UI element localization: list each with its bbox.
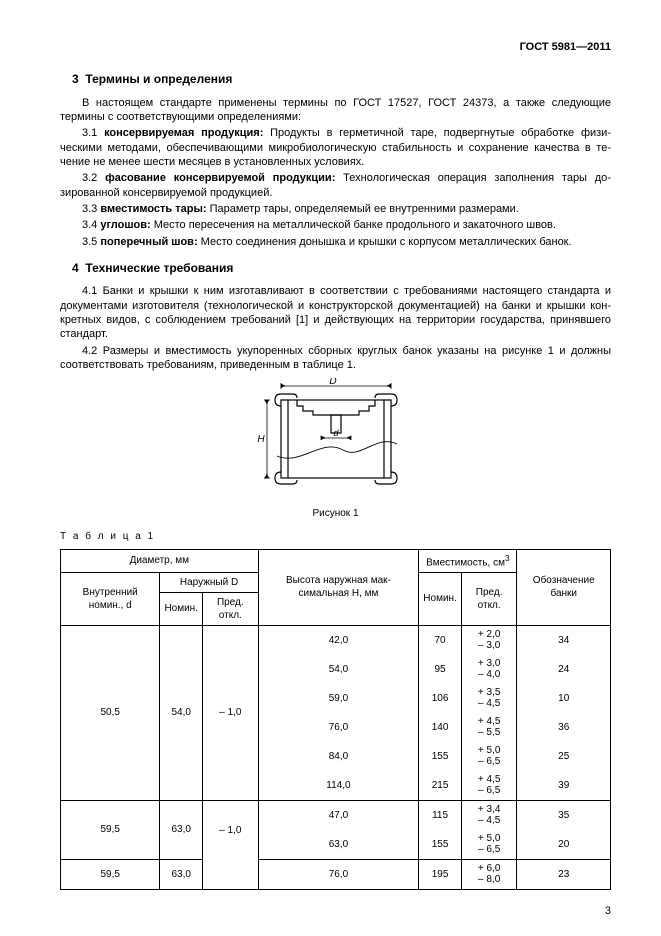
figure-1: D d H: [60, 378, 611, 502]
cell-capacity: 195: [419, 859, 462, 889]
cell-capacity: 70: [419, 625, 462, 655]
page: ГОСТ 5981—2011 3 Термины и определения В…: [0, 0, 661, 936]
term-definition: Место пересечения на металлической банке…: [154, 219, 556, 231]
term-number: 3.2: [82, 172, 105, 184]
cell-outer-d: 54,0: [160, 625, 203, 800]
figure-1-svg: D d H: [251, 378, 421, 498]
cell-outer-d: 63,0: [160, 800, 203, 859]
th-cap-pred: Пред. откл.: [461, 572, 517, 625]
cell-code: 36: [517, 713, 611, 742]
cell-code: 25: [517, 742, 611, 771]
table-row: 59,563,0 76,0195+ 6,0 – 8,023: [61, 859, 611, 889]
cell-outer-tol: [202, 859, 258, 889]
table-1-body: 50,554,0– 1,042,070+ 2,0 – 3,03454,095+ …: [61, 625, 611, 889]
term-number: 3.1: [82, 127, 104, 139]
term-number: 3.4: [82, 219, 100, 231]
cell-inner-d: 59,5: [61, 859, 160, 889]
th-outer-nomin: Номин.: [160, 592, 203, 625]
term-name: поперечный шов:: [100, 236, 200, 248]
document-id: ГОСТ 5981—2011: [60, 40, 611, 54]
cell-cap-tol: + 2,0 – 3,0: [461, 625, 517, 655]
cell-capacity: 95: [419, 655, 462, 684]
cell-code: 24: [517, 655, 611, 684]
term-name: вместимость тары:: [100, 203, 209, 215]
cell-height: 54,0: [258, 655, 419, 684]
cell-outer-d: 63,0: [160, 859, 203, 889]
cell-inner-d: 50,5: [61, 625, 160, 800]
cell-code: 23: [517, 859, 611, 889]
section-4-heading: 4 Технические требования: [72, 261, 611, 277]
cell-height: 76,0: [258, 859, 419, 889]
term-name: консервируемая продукция:: [104, 127, 270, 139]
cell-cap-tol: + 4,5 – 6,5: [461, 771, 517, 801]
term-item: 3.4 углошов: Место пересечения на металл…: [60, 218, 611, 232]
table-row: 59,563,0– 1,047,0115+ 3,4 – 4,535: [61, 800, 611, 830]
page-number: 3: [605, 904, 611, 918]
section-title: Термины и определения: [85, 72, 232, 86]
table-1-head: Диаметр, мм Высота наружная мак­симальна…: [61, 549, 611, 625]
terms-list: 3.1 консервируемая продукция: Продукты в…: [60, 126, 611, 248]
cell-height: 63,0: [258, 830, 419, 860]
figure-label-D: D: [329, 378, 336, 387]
cell-cap-tol: + 4,5 – 5,5: [461, 713, 517, 742]
cell-cap-tol: + 3,4 – 4,5: [461, 800, 517, 830]
cell-height: 76,0: [258, 713, 419, 742]
th-capacity: Вместимость, см3: [419, 549, 517, 572]
cell-code: 39: [517, 771, 611, 801]
th-outer-d: Наружный D: [160, 572, 258, 592]
th-cap-nomin: Номин.: [419, 572, 462, 625]
cell-capacity: 140: [419, 713, 462, 742]
table-row: 50,554,0– 1,042,070+ 2,0 – 3,034: [61, 625, 611, 655]
cell-code: 10: [517, 684, 611, 713]
th-outer-pred: Пред. откл.: [202, 592, 258, 625]
cell-capacity: 155: [419, 830, 462, 860]
cell-inner-d: 59,5: [61, 800, 160, 859]
cell-height: 42,0: [258, 625, 419, 655]
section-title: Технические требования: [85, 261, 233, 275]
cell-height: 114,0: [258, 771, 419, 801]
section-3-intro: В настоящем стандарте применены термины …: [60, 96, 611, 125]
cell-capacity: 115: [419, 800, 462, 830]
th-designation: Обозначение банки: [517, 549, 611, 625]
cell-height: 84,0: [258, 742, 419, 771]
para-4-2: 4.2 Размеры и вместимость укупоренных сб…: [60, 344, 611, 373]
th-height: Высота наружная мак­симальная H, мм: [258, 549, 419, 625]
cell-code: 35: [517, 800, 611, 830]
cell-cap-tol: + 3,0 – 4,0: [461, 655, 517, 684]
cell-height: 47,0: [258, 800, 419, 830]
cell-outer-tol: – 1,0: [202, 625, 258, 800]
cell-cap-tol: + 5,0 – 6,5: [461, 742, 517, 771]
figure-label-H: H: [257, 434, 265, 445]
figure-1-caption: Рисунок 1: [60, 507, 611, 520]
cell-code: 20: [517, 830, 611, 860]
para-4-1: 4.1 Банки и крышки к ним изготавливают в…: [60, 284, 611, 341]
table-1-label: Т а б л и ц а 1: [60, 530, 611, 543]
cell-outer-tol: – 1,0: [202, 800, 258, 859]
table-1: Диаметр, мм Высота наружная мак­симальна…: [60, 549, 611, 890]
term-name: углошов:: [100, 219, 153, 231]
term-number: 3.5: [82, 236, 100, 248]
term-number: 3.3: [82, 203, 100, 215]
term-item: 3.5 поперечный шов: Место соединения дон…: [60, 235, 611, 249]
th-inner-d: Внутренний номин., d: [61, 572, 160, 625]
section-number: 4: [72, 261, 79, 275]
cell-code: 34: [517, 625, 611, 655]
cell-capacity: 106: [419, 684, 462, 713]
term-item: 3.2 фасование консервируемой продукции: …: [60, 171, 611, 200]
cell-capacity: 215: [419, 771, 462, 801]
th-diameter: Диаметр, мм: [61, 549, 259, 572]
term-definition: Параметр тары, определяемый ее внутренни…: [210, 203, 519, 215]
term-definition: Место соединения донышка и крышки с корп…: [201, 236, 572, 248]
section-3-heading: 3 Термины и определения: [72, 72, 611, 88]
cell-cap-tol: + 3,5 – 4,5: [461, 684, 517, 713]
cell-cap-tol: + 6,0 – 8,0: [461, 859, 517, 889]
term-item: 3.1 консервируемая продукция: Продукты в…: [60, 126, 611, 169]
section-number: 3: [72, 72, 79, 86]
cell-height: 59,0: [258, 684, 419, 713]
term-item: 3.3 вместимость тары: Параметр тары, опр…: [60, 202, 611, 216]
cell-cap-tol: + 5,0 – 6,5: [461, 830, 517, 860]
cell-capacity: 155: [419, 742, 462, 771]
term-name: фасование консервируемой продукции:: [105, 172, 343, 184]
